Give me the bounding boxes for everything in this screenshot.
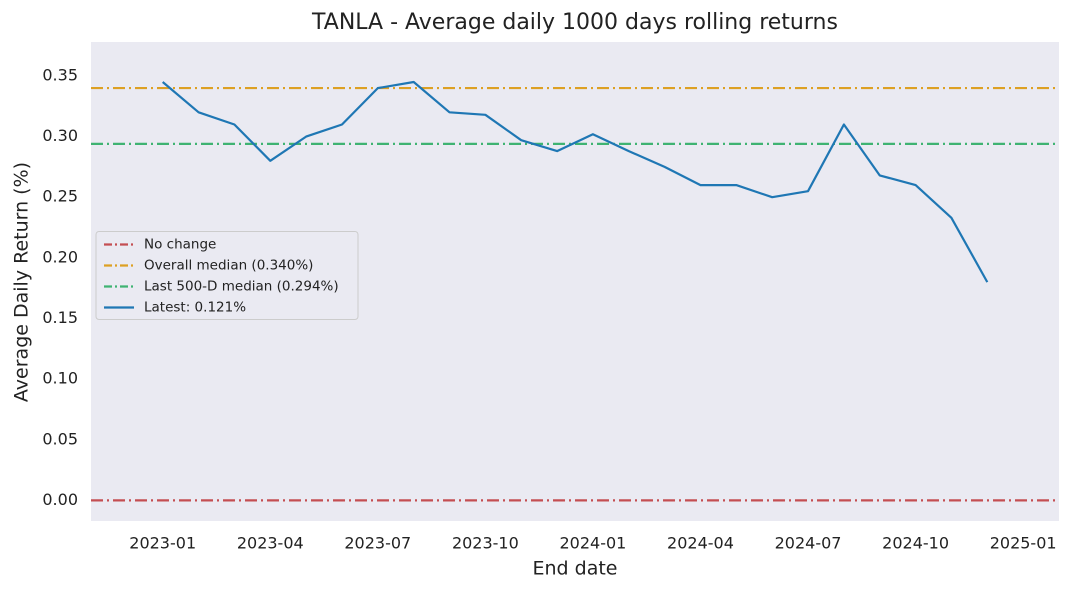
x-tick-label: 2024-01 bbox=[559, 534, 626, 553]
x-tick-label: 2024-07 bbox=[775, 534, 842, 553]
chart-title: TANLA - Average daily 1000 days rolling … bbox=[311, 10, 838, 35]
x-tick-label: 2023-07 bbox=[344, 534, 411, 553]
y-tick-label: 0.25 bbox=[42, 187, 78, 206]
x-tick-label: 2024-10 bbox=[882, 534, 949, 553]
y-tick-label: 0.10 bbox=[42, 369, 78, 388]
y-tick-label: 0.30 bbox=[42, 126, 78, 145]
y-tick-label: 0.20 bbox=[42, 247, 78, 266]
legend-label: Last 500-D median (0.294%) bbox=[144, 279, 339, 295]
x-tick-label: 2024-04 bbox=[667, 534, 734, 553]
legend-label: No change bbox=[144, 237, 216, 253]
y-axis-label: Average Daily Return (%) bbox=[11, 162, 33, 402]
y-tick-label: 0.15 bbox=[42, 308, 78, 327]
x-tick-label: 2023-01 bbox=[129, 534, 196, 553]
legend-label: Overall median (0.340%) bbox=[144, 258, 313, 274]
y-tick-label: 0.05 bbox=[42, 429, 78, 448]
data-line bbox=[161, 80, 989, 283]
x-tick-label: 2023-10 bbox=[452, 534, 519, 553]
legend: No change Overall median (0.340%) Last 500… bbox=[95, 231, 359, 320]
y-tick-label: 0.35 bbox=[42, 65, 78, 84]
x-tick-label: 2025-01 bbox=[990, 534, 1057, 553]
y-tick-label: 0.00 bbox=[42, 490, 78, 509]
x-tick-label: 2023-04 bbox=[237, 534, 304, 553]
legend-label: Latest: 0.121% bbox=[144, 300, 246, 316]
x-axis-label: End date bbox=[533, 558, 618, 580]
legend-box bbox=[95, 231, 359, 320]
